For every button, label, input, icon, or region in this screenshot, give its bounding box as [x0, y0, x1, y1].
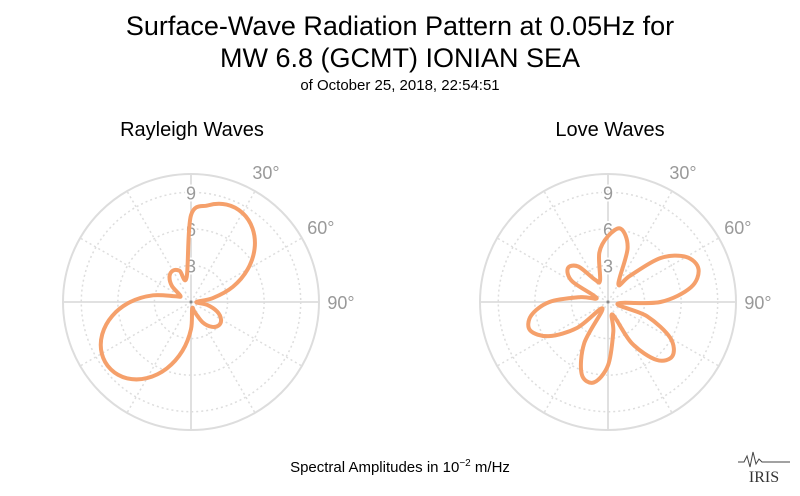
love-r-tick-label-0: 3	[603, 256, 613, 276]
love-r-tick-label-1: 6	[603, 220, 613, 240]
chart-title-line2: MW 6.8 (GCMT) IONIAN SEA	[219, 43, 581, 73]
footer-prefix: Spectral Amplitudes in	[290, 459, 443, 476]
rayleigh-spoke-330	[126, 190, 192, 303]
love-angle-tick-label-2: 90°	[744, 293, 771, 313]
iris-logo-text: IRIS	[749, 469, 779, 486]
footer-base: 10	[442, 459, 460, 476]
rayleigh-panel-title: Rayleigh Waves	[120, 119, 264, 141]
rayleigh-spoke-210	[126, 301, 192, 414]
chart-subtitle: of October 25, 2018, 22:54:51	[300, 77, 500, 94]
rayleigh-angle-tick-label-2: 90°	[327, 293, 354, 313]
rayleigh-spoke-30	[190, 190, 256, 303]
rayleigh-spoke-120	[190, 301, 303, 367]
rayleigh-r-tick-label-2: 9	[186, 183, 196, 203]
love-angle-tick-label-0: 30°	[669, 163, 696, 183]
love-spoke-240	[496, 301, 609, 367]
love-panel-title: Love Waves	[555, 119, 665, 141]
iris-logo: IRIS	[738, 451, 790, 486]
love-spoke-120	[607, 301, 720, 367]
rayleigh-angle-tick-label-1: 60°	[307, 218, 334, 238]
love-r-tick-label-2: 9	[603, 183, 613, 203]
love-pattern-curve	[526, 226, 701, 385]
love-center-dot	[606, 300, 610, 304]
rayleigh-angle-tick-label-0: 30°	[252, 163, 279, 183]
footer-exponent: −2	[459, 458, 471, 469]
rayleigh-center-dot	[189, 300, 193, 304]
love-angle-tick-label-1: 60°	[724, 218, 751, 238]
love-spoke-60	[607, 237, 720, 303]
rayleigh-pattern-curve	[98, 201, 257, 382]
rayleigh-spoke-240	[79, 301, 192, 367]
rayleigh-spoke-300	[79, 237, 192, 303]
chart-title-line1: Surface-Wave Radiation Pattern at 0.05Hz…	[125, 11, 675, 41]
footer-units: Spectral Amplitudes in 10−2 m/Hz	[0, 458, 800, 476]
footer-unit: m/Hz	[470, 459, 510, 476]
rayleigh-spoke-60	[190, 237, 303, 303]
